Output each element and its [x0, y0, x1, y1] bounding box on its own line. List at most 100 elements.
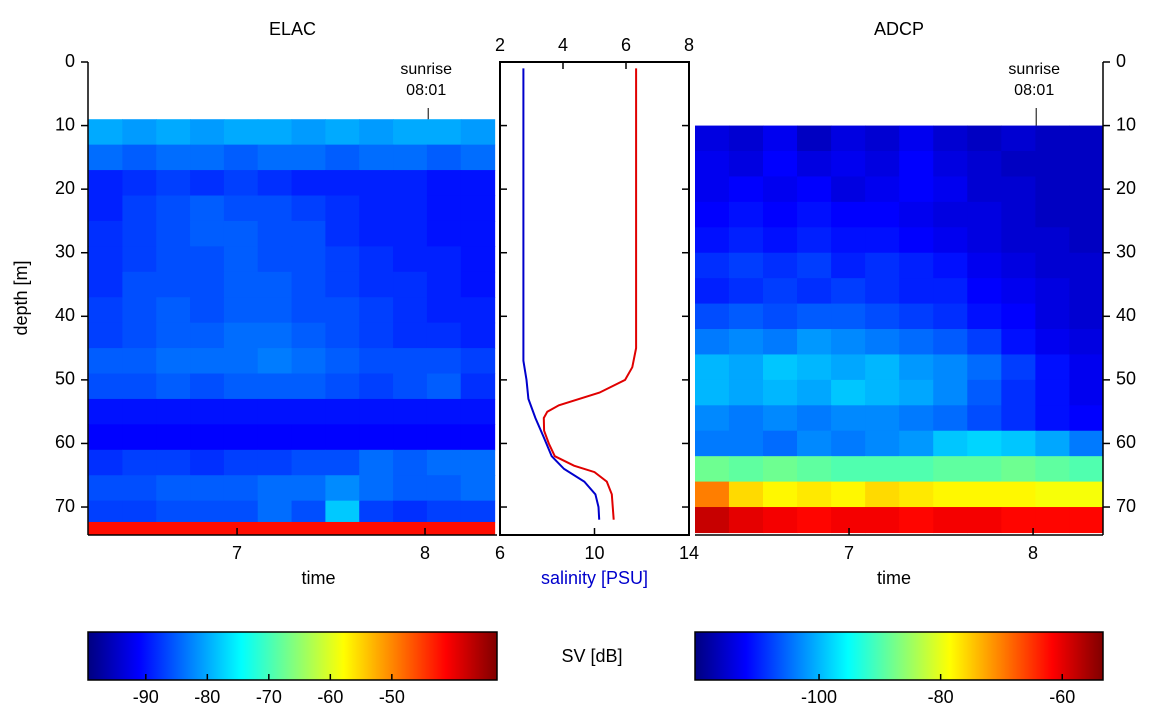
heatmap-cell	[291, 297, 326, 324]
heatmap-cell	[797, 379, 832, 406]
heatmap-cell	[426, 297, 462, 324]
heatmap-cell	[1069, 125, 1103, 152]
heatmap-cell	[190, 500, 225, 523]
heatmap-cell	[728, 379, 764, 406]
heatmap-cell	[967, 125, 1002, 152]
heatmap-cell	[865, 481, 900, 508]
heatmap-cell	[763, 201, 798, 228]
heatmap-cell	[967, 227, 1002, 254]
heatmap-cell	[865, 456, 900, 483]
heatmap-cell	[122, 297, 157, 324]
heatmap-cell	[933, 151, 968, 178]
heatmap-cell	[291, 500, 326, 523]
heatmap-cell	[426, 271, 462, 298]
heatmap-cell	[190, 521, 225, 535]
heatmap-cell	[695, 303, 730, 330]
heatmap-cell	[763, 227, 798, 254]
heatmap-cell	[1001, 227, 1036, 254]
heatmap-cell	[933, 430, 968, 457]
colorbar-tick-label: -60	[1049, 687, 1075, 704]
heatmap-cell	[426, 424, 462, 451]
heatmap-cell	[393, 449, 428, 476]
y-tick-label: 20	[55, 178, 75, 198]
heatmap-cell	[291, 271, 326, 298]
heatmap-cell	[460, 195, 496, 222]
heatmap-cell	[88, 398, 123, 425]
heatmap-cell	[460, 475, 496, 502]
heatmap-cell	[695, 151, 730, 178]
x2-tick-label: 6	[621, 35, 631, 55]
heatmap-cell	[865, 354, 900, 381]
heatmap	[695, 125, 1103, 534]
heatmap-cell	[763, 151, 798, 178]
x-tick-label: 7	[844, 543, 854, 563]
heatmap-cell	[88, 246, 123, 273]
heatmap-cell	[426, 348, 462, 375]
heatmap-cell	[257, 246, 293, 273]
heatmap-cell	[325, 220, 360, 247]
heatmap-cell	[933, 481, 968, 508]
heatmap-cell	[1069, 278, 1103, 305]
heatmap-cell	[1069, 354, 1103, 381]
heatmap-cell	[359, 322, 394, 349]
heatmap-cell	[695, 405, 730, 432]
heatmap-cell	[865, 151, 900, 178]
colorbar	[694, 631, 1104, 681]
heatmap-cell	[88, 449, 123, 476]
x2-tick-label: 4	[558, 35, 568, 55]
heatmap-cell	[291, 373, 326, 400]
heatmap-cell	[1035, 456, 1071, 483]
heatmap-cell	[728, 456, 764, 483]
heatmap-cell	[797, 354, 832, 381]
heatmap-cell	[763, 430, 798, 457]
heatmap-cell	[797, 481, 832, 508]
y-tick-label: 10	[1116, 114, 1136, 134]
heatmap-cell	[831, 125, 866, 152]
heatmap-cell	[325, 373, 360, 400]
heatmap-cell	[426, 220, 462, 247]
heatmap-cell	[88, 373, 123, 400]
heatmap-cell	[359, 475, 394, 502]
heatmap-cell	[359, 246, 394, 273]
heatmap-cell	[393, 220, 428, 247]
heatmap-cell	[223, 398, 259, 425]
heatmap-cell	[763, 481, 798, 508]
heatmap-cell	[899, 278, 934, 305]
heatmap-cell	[967, 481, 1002, 508]
heatmap-cell	[831, 329, 866, 356]
heatmap-cell	[359, 220, 394, 247]
heatmap-cell	[933, 379, 968, 406]
heatmap-cell	[223, 424, 259, 451]
heatmap-cell	[967, 507, 1002, 534]
heatmap-cell	[122, 521, 157, 535]
colorbar	[87, 631, 498, 681]
heatmap-cell	[156, 271, 191, 298]
heatmap-cell	[763, 176, 798, 203]
heatmap-cell	[393, 475, 428, 502]
heatmap-cell	[933, 125, 968, 152]
heatmap-cell	[1035, 176, 1071, 203]
heatmap-cell	[426, 398, 462, 425]
heatmap-cell	[1069, 201, 1103, 228]
heatmap-cell	[763, 354, 798, 381]
heatmap-cell	[899, 456, 934, 483]
heatmap-cell	[325, 297, 360, 324]
heatmap-cell	[257, 119, 293, 146]
heatmap-cell	[967, 456, 1002, 483]
heatmap-cell	[325, 119, 360, 146]
heatmap-cell	[359, 297, 394, 324]
colorbar-tick-label: -50	[379, 687, 405, 704]
heatmap-cell	[223, 373, 259, 400]
heatmap-cell	[359, 144, 394, 171]
heatmap-cell	[899, 354, 934, 381]
heatmap-cell	[797, 405, 832, 432]
profile-line	[522, 68, 601, 520]
heatmap-cell	[393, 170, 428, 197]
heatmap-cell	[865, 405, 900, 432]
heatmap-cell	[393, 348, 428, 375]
heatmap-cell	[460, 297, 496, 324]
heatmap-cell	[460, 119, 496, 146]
heatmap-cell	[1069, 151, 1103, 178]
heatmap-cell	[223, 475, 259, 502]
heatmap-cell	[460, 220, 496, 247]
